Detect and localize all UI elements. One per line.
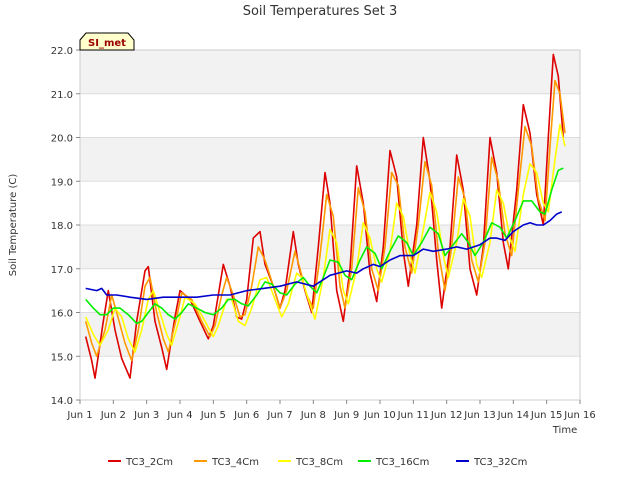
- annotation-box: SI_met: [79, 32, 135, 51]
- x-tick-label: Jun 12: [430, 410, 463, 421]
- series-line-tc3_4cm: [84, 79, 566, 362]
- y-tick-label: 14.0: [51, 396, 73, 407]
- y-axis: 14.0 15.0 16.0 17.0 18.0 19.0 20.0 21.0 22.0: [51, 46, 80, 407]
- y-tick-label: 19.0: [51, 177, 73, 188]
- series-line-tc3_16cm: [85, 167, 564, 325]
- y-axis-label: Soil Temperature (C): [8, 174, 19, 277]
- x-tick-label: Jun 10: [363, 410, 396, 421]
- legend-label-tc3_16cm: TC3_16Cm: [375, 457, 429, 468]
- series-line-tc3_32cm: [85, 211, 563, 301]
- x-tick-label: Jun 5: [200, 410, 226, 421]
- plot-band: [80, 137, 580, 182]
- y-tick-label: 17.0: [51, 265, 73, 276]
- annotation-label: SI_met: [88, 38, 126, 49]
- plot-band: [80, 356, 580, 400]
- plot-band: [80, 50, 580, 94]
- y-tick-label: 21.0: [51, 90, 73, 101]
- y-tick-label: 15.0: [51, 352, 73, 363]
- x-tick-label: Jun 2: [100, 410, 126, 421]
- x-tick-label: Jun 6: [233, 410, 259, 421]
- legend-label-tc3_32cm: TC3_32Cm: [473, 457, 527, 468]
- series-line-tc3_8cm: [84, 123, 566, 353]
- x-axis-label: Time: [552, 425, 577, 436]
- x-tick-label: Jun 4: [166, 410, 192, 421]
- y-tick-label: 22.0: [51, 46, 73, 57]
- x-tick-label: Jun 15: [530, 410, 563, 421]
- legend-label-tc3_8cm: TC3_8Cm: [295, 457, 343, 468]
- x-axis: Jun 1 Jun 2 Jun 3 Jun 4 Jun 5 Jun 6 Jun 7 Jun 8…: [66, 400, 596, 421]
- legend: TC3_2Cm TC3_4Cm TC3_8Cm TC3_16Cm TC3_32Cm: [108, 457, 527, 468]
- y-tick-label: 20.0: [51, 134, 73, 145]
- plot-band: [80, 312, 580, 357]
- series-lines: [84, 53, 566, 379]
- x-tick-label: Jun 1: [66, 410, 92, 421]
- x-tick-label: Jun 3: [133, 410, 159, 421]
- plot-band: [80, 93, 580, 138]
- legend-label-tc3_2cm: TC3_2Cm: [125, 457, 173, 468]
- legend-label-tc3_4cm: TC3_4Cm: [211, 457, 259, 468]
- x-tick-label: Jun 8: [300, 410, 326, 421]
- x-tick-label: Jun 13: [463, 410, 496, 421]
- x-tick-label: Jun 11: [397, 410, 430, 421]
- x-tick-label: Jun 7: [266, 410, 292, 421]
- x-tick-label: Jun 16: [563, 410, 596, 421]
- y-tick-label: 16.0: [51, 309, 73, 320]
- series-line-tc3_2cm: [84, 53, 565, 379]
- x-tick-label: Jun 9: [333, 410, 359, 421]
- y-tick-label: 18.0: [51, 221, 73, 232]
- x-tick-label: Jun 14: [497, 410, 530, 421]
- chart-title: Soil Temperatures Set 3: [243, 4, 398, 19]
